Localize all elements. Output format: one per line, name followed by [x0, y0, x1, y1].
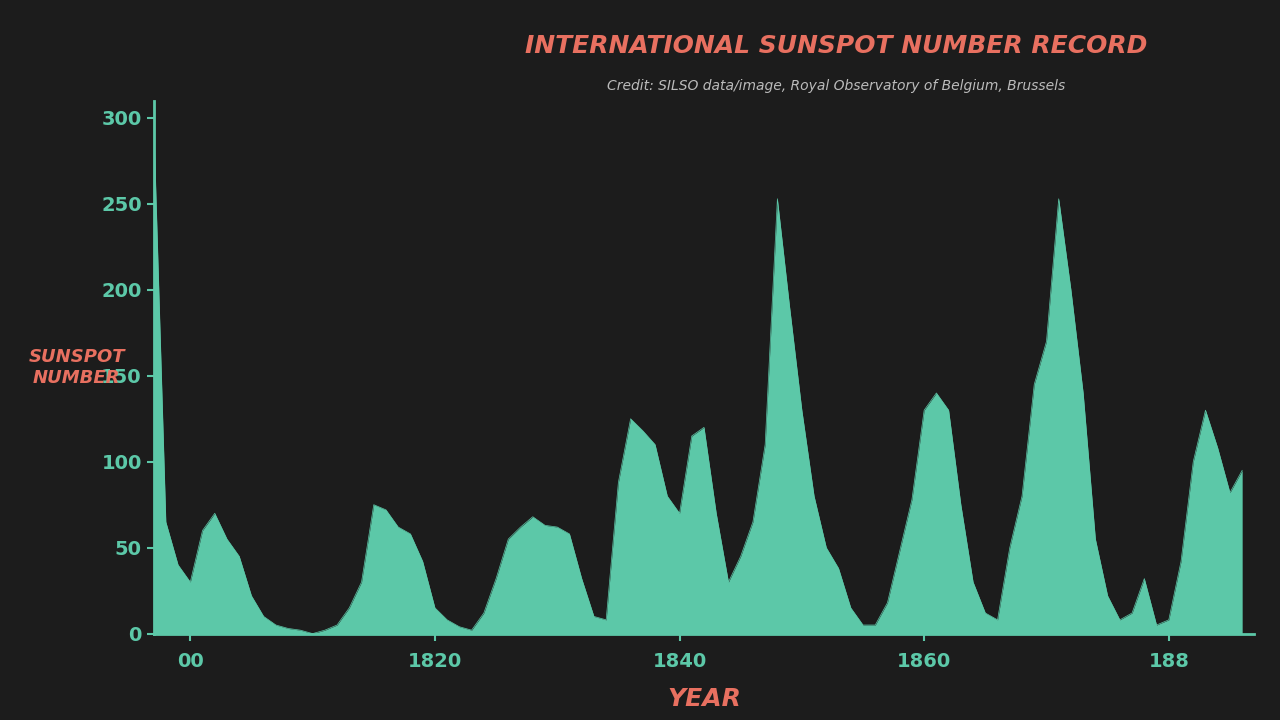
Text: SUNSPOT
NUMBER: SUNSPOT NUMBER	[28, 348, 124, 387]
X-axis label: YEAR: YEAR	[667, 688, 741, 711]
Text: Credit: SILSO data/image, Royal Observatory of Belgium, Brussels: Credit: SILSO data/image, Royal Observat…	[607, 78, 1065, 93]
Text: INTERNATIONAL SUNSPOT NUMBER RECORD: INTERNATIONAL SUNSPOT NUMBER RECORD	[525, 34, 1147, 58]
